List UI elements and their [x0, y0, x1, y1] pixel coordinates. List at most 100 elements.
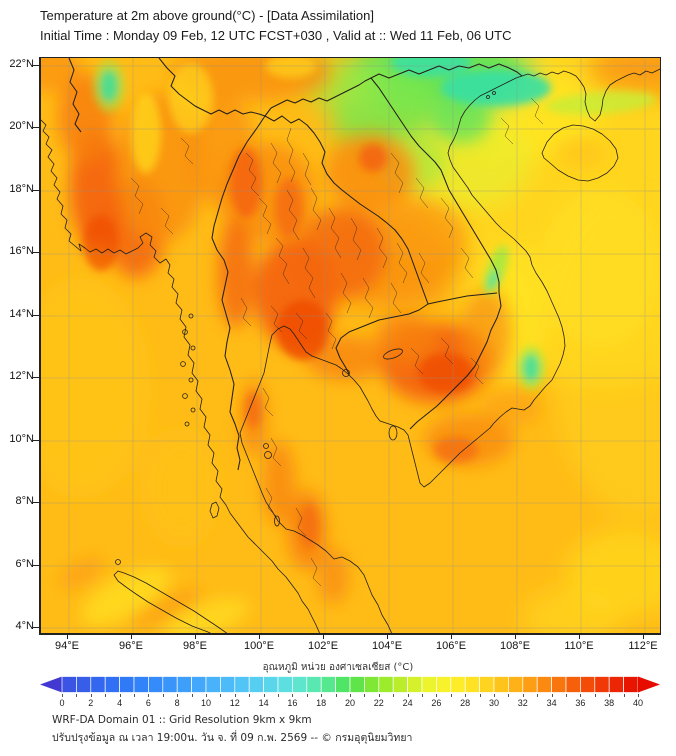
colorbar-tick-label: 14	[258, 698, 269, 708]
lon-tick-mark	[515, 634, 516, 639]
figure-title: Temperature at 2m above ground(°C) - [Da…	[40, 6, 511, 46]
colorbar-tick-mark	[249, 694, 251, 697]
lon-tick-mark	[579, 634, 580, 639]
colorbar-cell	[148, 676, 164, 693]
colorbar-cell	[220, 676, 236, 693]
colorbar-tick-mark	[465, 694, 467, 697]
colorbar-tick-mark	[263, 694, 265, 697]
colorbar-tick-mark	[494, 694, 495, 697]
colorbar-tick-mark	[62, 694, 63, 697]
lon-tick-mark	[451, 634, 452, 639]
colorbar-cell	[364, 676, 380, 693]
lon-tick-label: 96°E	[119, 640, 143, 652]
colorbar-cell	[392, 676, 408, 693]
footer-line-1: WRF-DA Domain 01 :: Grid Resolution 9km …	[52, 714, 312, 726]
colorbar-tick-mark	[508, 694, 510, 697]
colorbar-cell	[191, 676, 207, 693]
colorbar-tick-mark	[306, 694, 308, 697]
colorbar-tick-mark	[378, 694, 380, 697]
colorbar-cell	[176, 676, 192, 693]
lat-tick-label: 20°N	[9, 120, 34, 133]
colorbar-cell	[508, 676, 524, 693]
lat-tick-label: 14°N	[9, 307, 34, 320]
colorbar-tick-mark	[522, 694, 524, 697]
colorbar-cell	[407, 676, 423, 693]
colorbar-cell	[594, 676, 610, 693]
colorbar-tick-label: 18	[316, 698, 327, 708]
lon-tick-label: 98°E	[183, 640, 207, 652]
colorbar-cell	[104, 676, 120, 693]
lon-tick-mark	[323, 634, 324, 639]
colorbar-cell	[133, 676, 149, 693]
colorbar-cell	[90, 676, 106, 693]
colorbar-cell	[292, 676, 308, 693]
colorbar-tick-label: 16	[287, 698, 298, 708]
colorbar-cell	[580, 676, 596, 693]
colorbar-cell	[479, 676, 495, 693]
lat-tick-mark	[33, 252, 39, 254]
colorbar-tick-mark	[594, 694, 596, 697]
colorbar-tick-label: 2	[88, 698, 94, 708]
colorbar-cell	[349, 676, 365, 693]
lat-tick-mark	[33, 377, 39, 379]
lat-tick-mark	[33, 314, 39, 316]
colorbar-tick-mark	[177, 694, 179, 697]
colorbar-tick-label: 34	[546, 698, 557, 708]
colorbar-tick-label: 0	[59, 698, 65, 708]
colorbar-tick-mark	[422, 694, 423, 697]
lon-tick-label: 100°E	[243, 640, 275, 652]
lon-tick-mark	[67, 634, 68, 639]
lat-tick-mark	[33, 627, 39, 628]
colorbar-tick-mark	[537, 694, 539, 697]
lat-tick-label: 12°N	[9, 370, 34, 383]
lon-tick-label: 104°E	[371, 640, 403, 652]
colorbar-tick-mark	[638, 694, 639, 697]
colorbar-tick-label: 38	[604, 698, 615, 708]
lat-tick-label: 22°N	[9, 58, 34, 70]
colorbar-tick-label: 12	[229, 698, 240, 708]
colorbar-tick-mark	[105, 694, 107, 697]
colorbar-tick-mark	[278, 694, 279, 697]
lon-tick-label: 94°E	[55, 640, 79, 652]
colorbar-svg	[40, 676, 660, 693]
colorbar-cell	[263, 676, 279, 693]
colorbar-tick-mark	[234, 694, 236, 697]
colorbar-cell	[205, 676, 221, 693]
lon-tick-label: 102°E	[307, 640, 339, 652]
colorbar-cell	[450, 676, 466, 693]
colorbar-tick-mark	[609, 694, 611, 697]
colorbar-cell	[378, 676, 394, 693]
colorbar-tick-mark	[119, 694, 121, 697]
colorbar-cell	[565, 676, 581, 693]
lon-tick-label: 106°E	[435, 640, 467, 652]
lat-tick-mark	[33, 502, 39, 504]
colorbar-tick-mark	[623, 694, 625, 697]
colorbar-tick-mark	[206, 694, 207, 697]
colorbar-cell	[162, 676, 178, 693]
colorbar-tick-mark	[162, 694, 164, 697]
lat-tick-mark	[33, 439, 39, 441]
colorbar-cell	[306, 676, 322, 693]
lon-tick-label: 108°E	[499, 640, 531, 652]
colorbar-tick-label: 4	[117, 698, 123, 708]
colorbar-tick-mark	[76, 694, 78, 697]
colorbar-tick-mark	[335, 694, 337, 697]
colorbar-cell	[522, 676, 538, 693]
footer-line-2: ปรับปรุงข้อมูล ณ เวลา 19:00น. วัน จ. ที่…	[52, 732, 413, 744]
lat-tick-label: 10°N	[9, 432, 34, 445]
colorbar-tick-label: 6	[145, 698, 151, 708]
colorbar-cell	[277, 676, 293, 693]
coastline-path	[41, 68, 660, 633]
lat-tick-mark	[33, 127, 39, 129]
colorbar-cell	[493, 676, 509, 693]
colorbar-tick-label: 24	[402, 698, 413, 708]
colorbar-tick-label: 10	[200, 698, 212, 708]
colorbar-tick-mark	[450, 694, 452, 697]
lon-tick-mark	[259, 634, 260, 639]
colorbar-tick-label: 8	[174, 698, 180, 708]
colorbar-tick-mark	[479, 694, 481, 697]
colorbar-tick-label: 26	[431, 698, 442, 708]
colorbar-cell	[234, 676, 250, 693]
colorbar-tick-label: 40	[632, 698, 644, 708]
colorbar-label: อุณหภูมิ หน่วย องศาเซลเซียส (°C)	[262, 662, 414, 673]
